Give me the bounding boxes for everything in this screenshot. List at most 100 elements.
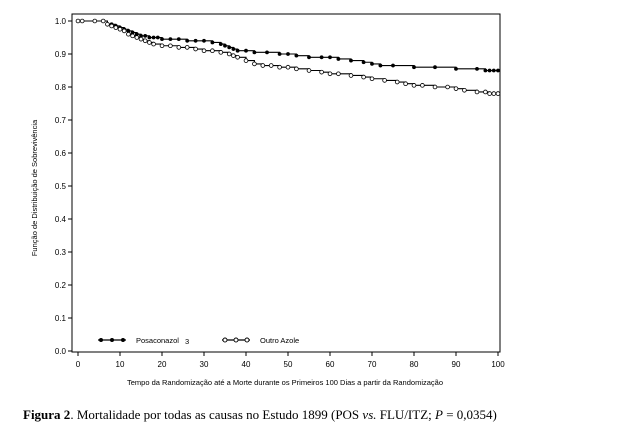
y-tick-label: 0.4	[55, 215, 67, 224]
plot-border	[71, 13, 501, 353]
data-point-outro-azole	[117, 26, 123, 32]
data-point-outro-azole	[327, 71, 333, 77]
y-tick-label: 0.7	[55, 116, 67, 125]
data-point-outro-azole	[453, 86, 459, 91]
caption-text-2: FLU/ITZ;	[376, 407, 436, 422]
data-point-posaconazol	[277, 52, 282, 56]
data-point-posaconazol	[252, 50, 257, 55]
y-tick-label: 0.6	[55, 149, 67, 158]
x-axis-label: Tempo da Randomização até a Morte durant…	[127, 378, 443, 387]
data-point-outro-azole	[411, 83, 417, 88]
data-point-outro-azole	[193, 46, 198, 52]
legend-outro-azole-marker	[222, 337, 228, 343]
data-point-outro-azole	[100, 18, 106, 24]
y-axis: 0.0 0.1 0.2 0.3 0.4 0.5 0.6 0.7 0.8 0.9 1.0	[55, 17, 72, 356]
caption-label: Figura 2	[23, 407, 71, 422]
data-point-posaconazol	[223, 43, 227, 48]
data-point-posaconazol	[227, 45, 232, 50]
legend-posaconazol-marker	[110, 338, 114, 342]
data-point-posaconazol	[244, 48, 248, 53]
y-tick-label: 0.0	[55, 347, 67, 356]
data-point-outro-azole	[361, 74, 366, 80]
legend-outro-azole-marker	[233, 337, 239, 343]
data-point-posaconazol	[370, 62, 374, 66]
legend-posaconazol-marker	[121, 338, 125, 342]
data-point-outro-azole	[474, 89, 480, 95]
data-point-outro-azole	[176, 45, 182, 50]
series-layer	[75, 18, 501, 96]
data-point-posaconazol	[210, 40, 215, 45]
figure-caption: Figura 2. Mortalidade por todas as causa…	[23, 407, 497, 423]
data-point-posaconazol	[286, 52, 290, 56]
plot-frame	[71, 13, 501, 353]
y-tick-label: 0.9	[55, 50, 67, 59]
x-tick-label: 80	[410, 360, 419, 369]
data-point-outro-azole	[138, 36, 144, 42]
data-point-posaconazol	[483, 68, 488, 73]
data-point-posaconazol	[378, 63, 383, 68]
series-line-outro-azole	[78, 20, 498, 95]
data-point-outro-azole	[159, 43, 165, 49]
data-point-outro-azole	[382, 78, 387, 83]
data-point-posaconazol	[168, 37, 173, 42]
y-tick-label: 0.8	[55, 83, 67, 92]
data-point-posaconazol	[496, 68, 500, 73]
y-tick-label: 1.0	[55, 17, 67, 26]
x-tick-label: 20	[158, 360, 167, 369]
data-point-outro-azole	[210, 48, 215, 53]
data-point-posaconazol	[143, 33, 148, 38]
series-outro-azole	[75, 18, 501, 96]
data-point-posaconazol	[336, 57, 341, 61]
x-tick-label: 90	[452, 360, 461, 369]
data-point-outro-azole	[130, 33, 135, 39]
data-point-posaconazol	[193, 38, 198, 43]
data-point-outro-azole	[260, 63, 266, 68]
data-point-outro-azole	[109, 23, 114, 29]
data-point-outro-azole	[462, 88, 467, 93]
data-point-outro-azole	[113, 25, 119, 30]
x-axis: 0 10 20 30 40 50 60 70 80 90 100	[76, 352, 505, 369]
data-point-outro-azole	[184, 45, 190, 50]
caption-text: . Mortalidade por todas as causas no Est…	[70, 407, 363, 422]
data-point-posaconazol	[454, 66, 458, 71]
data-point-posaconazol	[349, 58, 353, 63]
data-point-posaconazol	[147, 35, 152, 40]
data-point-outro-azole	[147, 40, 152, 45]
data-point-outro-azole	[79, 18, 85, 24]
survival-chart: 0.0 0.1 0.2 0.3 0.4 0.5 0.6 0.7 0.8 0.9 1.0 0 10 20 3…	[30, 13, 505, 387]
data-point-posaconazol	[218, 42, 223, 46]
legend-posaconazol-suffix: 3	[185, 337, 189, 346]
data-point-posaconazol	[491, 68, 496, 73]
data-point-outro-azole	[394, 79, 400, 85]
data-point-outro-azole	[218, 50, 224, 55]
data-point-outro-azole	[420, 83, 425, 88]
data-point-posaconazol	[176, 37, 181, 42]
data-point-outro-azole	[201, 48, 207, 53]
y-axis-label: Função de Distribuição de Sobrevivência	[30, 119, 39, 256]
data-point-posaconazol	[160, 37, 164, 42]
data-point-outro-azole	[491, 91, 497, 96]
data-point-outro-azole	[277, 64, 282, 70]
data-point-posaconazol	[231, 47, 236, 51]
data-point-posaconazol	[130, 30, 135, 35]
data-point-outro-azole	[75, 18, 81, 24]
data-point-outro-azole	[306, 68, 312, 73]
data-point-outro-azole	[235, 54, 240, 60]
x-tick-label: 100	[491, 360, 505, 369]
data-point-posaconazol	[151, 35, 156, 40]
data-point-outro-azole	[369, 76, 375, 82]
x-tick-label: 70	[368, 360, 377, 369]
data-point-posaconazol	[433, 65, 437, 70]
data-point-posaconazol	[307, 55, 311, 60]
data-point-outro-azole	[252, 61, 257, 67]
x-tick-label: 50	[284, 360, 293, 369]
data-point-outro-azole	[348, 73, 354, 78]
data-point-posaconazol	[328, 55, 332, 60]
data-point-outro-azole	[105, 21, 110, 27]
data-point-outro-azole	[319, 69, 324, 75]
data-point-outro-azole	[483, 89, 488, 95]
data-point-outro-azole	[445, 84, 450, 90]
data-point-posaconazol	[265, 50, 269, 55]
data-point-outro-azole	[134, 35, 140, 40]
data-point-posaconazol	[361, 60, 366, 65]
